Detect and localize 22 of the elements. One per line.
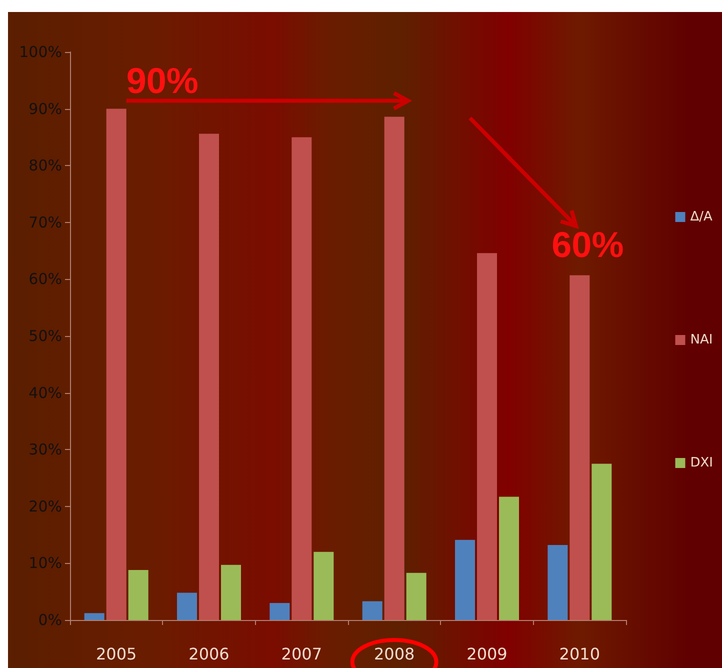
x-tick-label: 2010 — [559, 644, 600, 664]
y-tick-label: 50% — [28, 327, 62, 345]
y-tick-label: 40% — [28, 384, 62, 402]
y-tick-label: 80% — [28, 156, 62, 175]
y-tick-label: 10% — [28, 554, 62, 572]
x-tick-label: 2005 — [96, 644, 137, 664]
annotation: 60% — [552, 224, 624, 266]
y-tick-label: 30% — [28, 440, 62, 459]
x-tick-label: 2008 — [374, 644, 415, 664]
legend-label: DXI — [690, 456, 713, 470]
legend-label: Δ/A — [690, 210, 713, 224]
x-tick-label: 2006 — [188, 644, 230, 664]
y-tick-label: 90% — [28, 100, 62, 118]
y-tick-label: 60% — [28, 270, 62, 288]
y-tick-label: 0% — [38, 611, 62, 629]
y-tick-label: 100% — [19, 43, 62, 61]
x-tick-label: 2009 — [466, 644, 508, 664]
legend-label: NAI — [690, 332, 713, 348]
y-tick-label: 70% — [28, 213, 62, 232]
x-tick-label: 2007 — [281, 644, 322, 664]
annotation: 90% — [126, 60, 198, 101]
y-tick-label: 20% — [28, 497, 62, 516]
